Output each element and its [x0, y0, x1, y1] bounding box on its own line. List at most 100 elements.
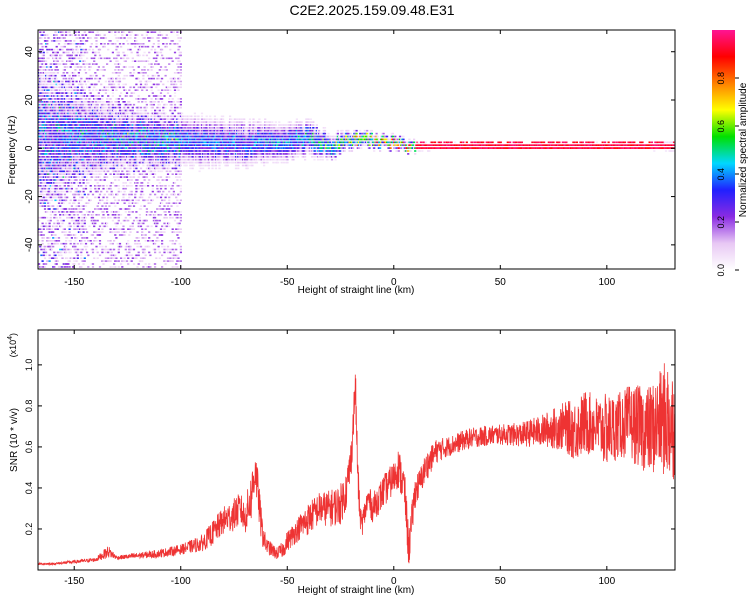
spectrogram-cell — [42, 254, 45, 257]
spectrogram-cell — [46, 66, 49, 68]
spectrogram-cell — [75, 45, 78, 48]
spectrogram-cell — [113, 161, 116, 164]
spectrogram-cell — [155, 63, 158, 65]
spectrogram-cell — [67, 164, 70, 167]
spectrogram-cell — [163, 115, 166, 118]
spectrogram-cell — [75, 54, 78, 57]
spectrogram-cell — [110, 214, 113, 216]
spectrogram-cell — [80, 254, 83, 257]
spectrogram-cell — [121, 231, 124, 233]
spectrogram-cell — [63, 248, 66, 251]
spectrogram-cell — [98, 242, 102, 245]
spectrogram-cell — [54, 147, 57, 149]
spectrogram-cell — [106, 187, 109, 190]
spectrogram-cell — [38, 190, 41, 193]
spectrogram-cell — [97, 80, 100, 83]
spectrogram-cell — [40, 129, 43, 132]
spectrogram-cell — [83, 80, 86, 83]
spectrogram-cell — [139, 60, 143, 62]
spectrogram-cell — [83, 240, 86, 242]
spectrogram-cell — [82, 109, 85, 112]
spectrogram-cell — [145, 141, 148, 144]
spectrogram-cell — [48, 124, 51, 126]
spectrogram-cell — [134, 156, 137, 158]
spectrogram-cell — [72, 153, 75, 155]
spectrogram-cell — [114, 234, 117, 236]
spectrogram-cell — [103, 158, 106, 161]
spectrogram-cell — [144, 129, 147, 132]
spectrogram-cell — [165, 144, 168, 146]
spectrogram-cell — [48, 92, 51, 94]
spectrogram-cell — [113, 72, 116, 74]
spectrogram-cell — [94, 103, 97, 106]
spectrogram-cell — [40, 164, 43, 167]
spectrogram-cell — [53, 214, 56, 216]
spectrogram-cell — [62, 124, 65, 126]
spectrogram-cell — [154, 234, 157, 236]
spectrogram-cell — [61, 129, 64, 132]
spectrogram-cell — [77, 167, 80, 170]
spectrogram-cell — [134, 121, 137, 123]
spectrogram-cell — [154, 48, 157, 51]
spectrogram-cell — [70, 124, 73, 126]
spectrogram-cell — [144, 115, 147, 118]
spectrogram-cell — [147, 214, 150, 216]
spectrogram-cell — [134, 43, 137, 45]
spectrogram-cell — [87, 266, 90, 268]
spectrogram-cell — [154, 124, 157, 126]
spectrogram-cell — [89, 74, 92, 77]
spectrogram-cell — [48, 106, 51, 109]
spectrogram-cell — [86, 118, 89, 120]
spectrogram-cell — [57, 266, 61, 268]
spectrogram-cell — [74, 74, 77, 77]
spectrogram-cell — [95, 109, 98, 112]
spectrogram-cell — [63, 124, 66, 126]
spectrogram-cell — [67, 173, 70, 175]
spectrogram-cell — [95, 240, 98, 242]
spectrogram-cell — [117, 228, 120, 230]
spectrogram-cell — [55, 237, 58, 239]
spectrogram-cell — [84, 185, 88, 187]
spectrogram-cell — [74, 153, 77, 155]
spectrogram-cell — [103, 179, 106, 181]
spectrogram-cell — [156, 153, 159, 155]
spectrogram-cell — [144, 153, 147, 155]
spectrogram-cell — [41, 193, 44, 196]
spectrogram-cell — [62, 170, 65, 173]
spectrogram-cell — [114, 86, 117, 89]
spectrogram-cell — [158, 205, 161, 207]
spectrogram-cell — [48, 115, 51, 118]
spectrogram-cell — [156, 167, 159, 170]
spectrogram-cell — [154, 141, 157, 144]
spectrogram-cell — [145, 106, 148, 109]
spectrogram-cell — [139, 83, 143, 86]
spectrogram-cell — [124, 127, 127, 129]
spectrogram-cell — [145, 115, 148, 118]
spectrogram-cell — [150, 127, 153, 129]
spectrogram-cell — [50, 176, 54, 178]
spectrogram-cell — [129, 216, 132, 219]
spectrogram-cell — [94, 164, 97, 167]
spectrogram-cell — [46, 237, 49, 239]
spectrogram-cell — [166, 150, 170, 152]
spectrogram-cell — [164, 161, 167, 164]
spectrogram-cell — [57, 112, 61, 115]
spectrogram-cell — [74, 179, 77, 181]
spectrogram-cell — [62, 138, 65, 141]
spectrogram-cell — [157, 115, 160, 118]
spectrogram-cell — [79, 164, 82, 167]
spectrogram-cell — [40, 118, 43, 120]
spectrogram-cell — [114, 147, 117, 149]
spectrogram-cell — [137, 170, 140, 173]
spectrogram-cell — [53, 109, 56, 112]
spectrogram-cell — [73, 138, 76, 141]
spectrogram-cell — [57, 164, 61, 167]
spectrogram-cell — [114, 211, 117, 213]
spectrogram-cell — [94, 187, 97, 190]
spectrogram-cell — [67, 101, 70, 103]
spectrogram-cell — [136, 43, 139, 45]
spectrogram-cell — [122, 228, 125, 230]
spectrogram-cell — [110, 83, 113, 86]
spectrogram-cell — [157, 153, 160, 155]
spectrogram-cell — [88, 211, 91, 213]
